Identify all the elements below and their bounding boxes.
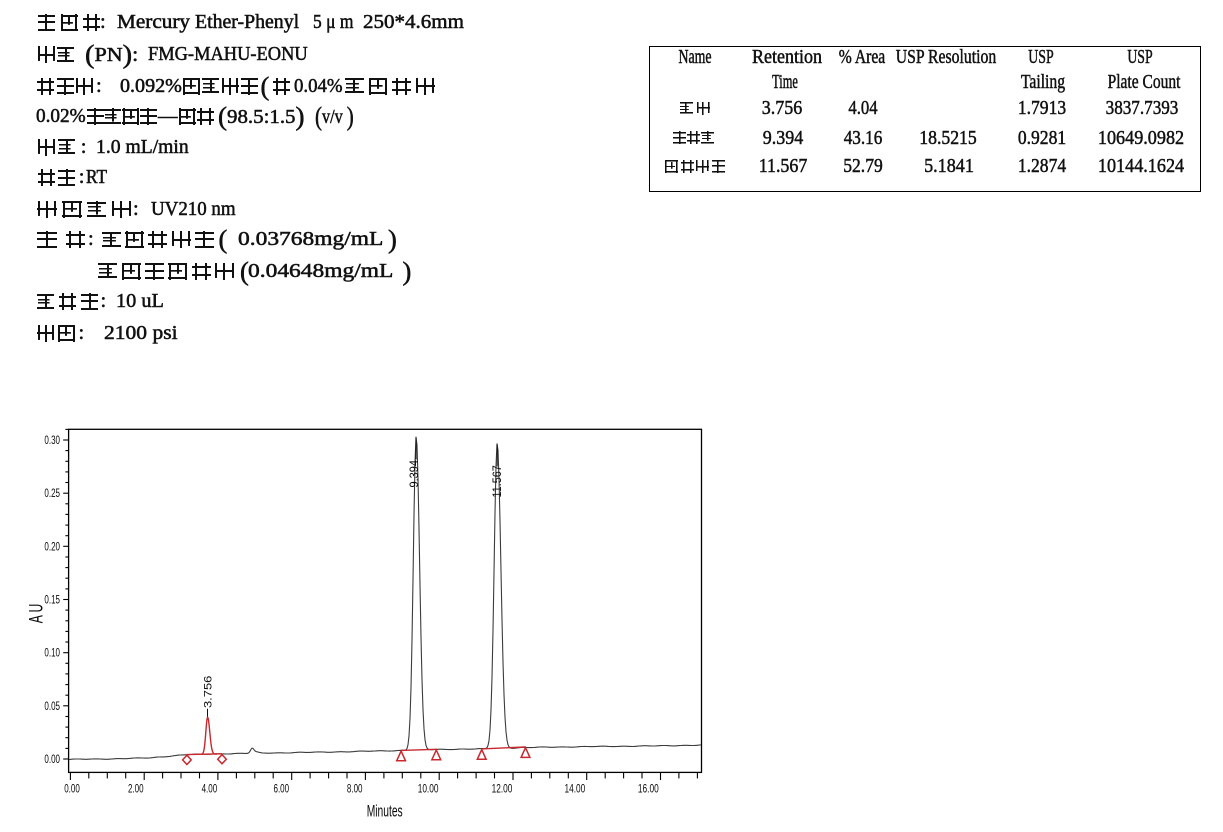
svg-text:A U: A U: [27, 604, 47, 624]
svg-text:16.00: 16.00: [638, 783, 659, 795]
svg-text:0.20: 0.20: [44, 541, 60, 553]
svg-text:3.756: 3.756: [201, 675, 214, 708]
svg-text:0.00: 0.00: [44, 754, 60, 766]
svg-text:2.00: 2.00: [128, 783, 144, 795]
svg-text:10.00: 10.00: [418, 783, 439, 795]
svg-text:9.394: 9.394: [409, 460, 421, 487]
svg-text:4.00: 4.00: [202, 783, 218, 795]
svg-text:8.00: 8.00: [347, 783, 363, 795]
svg-text:14.00: 14.00: [565, 783, 586, 795]
svg-text:12.00: 12.00: [492, 783, 513, 795]
svg-text:0.10: 0.10: [44, 648, 60, 660]
svg-text:0.15: 0.15: [44, 595, 60, 607]
svg-text:0.00: 0.00: [64, 783, 80, 795]
svg-text:6.00: 6.00: [274, 783, 290, 795]
svg-text:Minutes: Minutes: [367, 801, 403, 820]
svg-text:0.30: 0.30: [44, 435, 60, 447]
svg-text:0.05: 0.05: [44, 701, 60, 713]
svg-text:11.567: 11.567: [492, 465, 504, 497]
svg-text:0.25: 0.25: [44, 488, 60, 500]
